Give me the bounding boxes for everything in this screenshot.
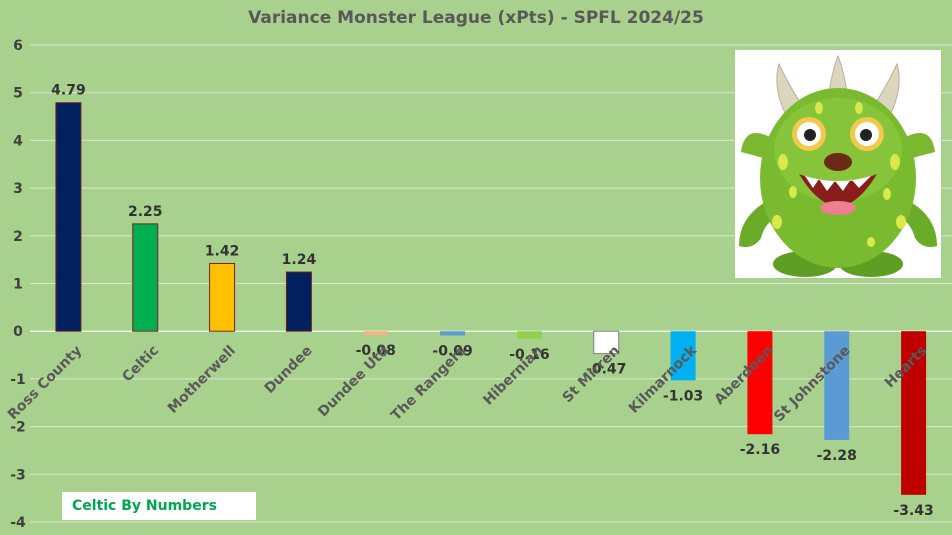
y-tick-label: 2 xyxy=(13,229,23,245)
bar xyxy=(55,102,82,332)
y-tick-label: 0 xyxy=(13,324,23,340)
data-label: -0.08 xyxy=(356,343,396,359)
bar xyxy=(824,331,850,440)
y-tick-label: -3 xyxy=(10,467,26,483)
data-label: -2.28 xyxy=(817,448,857,464)
y-tick-label: -1 xyxy=(10,372,26,388)
x-tick-label: Motherwell xyxy=(165,343,239,417)
y-tick-label: -4 xyxy=(10,515,26,531)
bar xyxy=(747,331,773,435)
bar xyxy=(516,331,542,339)
y-tick-label: 6 xyxy=(13,38,23,54)
bar xyxy=(132,223,159,332)
x-axis-labels: Ross County Celtic Motherwell Dundee Dundee … xyxy=(5,342,930,425)
bar xyxy=(593,330,620,355)
bar xyxy=(285,271,312,332)
y-tick-label: 1 xyxy=(13,277,23,293)
data-label: -3.43 xyxy=(893,503,933,519)
y-axis-ticks: -4 -3 -2 -1 0 1 2 3 4 5 6 xyxy=(10,38,26,531)
bar xyxy=(670,331,696,381)
y-tick-label: -2 xyxy=(10,420,26,436)
bar xyxy=(209,262,236,332)
data-label: -0.47 xyxy=(586,362,626,378)
y-tick-label: 5 xyxy=(13,86,23,102)
data-label: 1.24 xyxy=(282,252,317,268)
data-label: 4.79 xyxy=(51,83,86,99)
data-label: 2.25 xyxy=(128,204,163,220)
data-label: -0.09 xyxy=(432,343,472,359)
data-label: 1.42 xyxy=(205,243,240,259)
bar xyxy=(440,331,466,336)
bar xyxy=(363,331,389,336)
x-tick-label: The Rangers xyxy=(388,343,469,424)
monster-image xyxy=(735,50,941,278)
data-label: -2.16 xyxy=(740,442,780,458)
x-tick-label: Dundee xyxy=(262,343,316,397)
credit-label: Celtic By Numbers xyxy=(62,492,256,520)
y-tick-label: 4 xyxy=(13,133,23,149)
data-label: -1.03 xyxy=(663,388,703,404)
y-tick-label: 3 xyxy=(13,181,23,197)
monster-icon xyxy=(739,54,937,277)
bars xyxy=(55,102,927,495)
x-tick-label: Dundee Utd xyxy=(315,343,392,420)
data-label: -0.16 xyxy=(509,347,549,363)
chart-title: Variance Monster League (xPts) - SPFL 20… xyxy=(248,8,704,28)
bar xyxy=(901,331,927,495)
data-labels: 4.79 2.25 1.42 1.24 -0.08 -0.09 -0.16 -0.47 -1.0… xyxy=(51,83,934,519)
